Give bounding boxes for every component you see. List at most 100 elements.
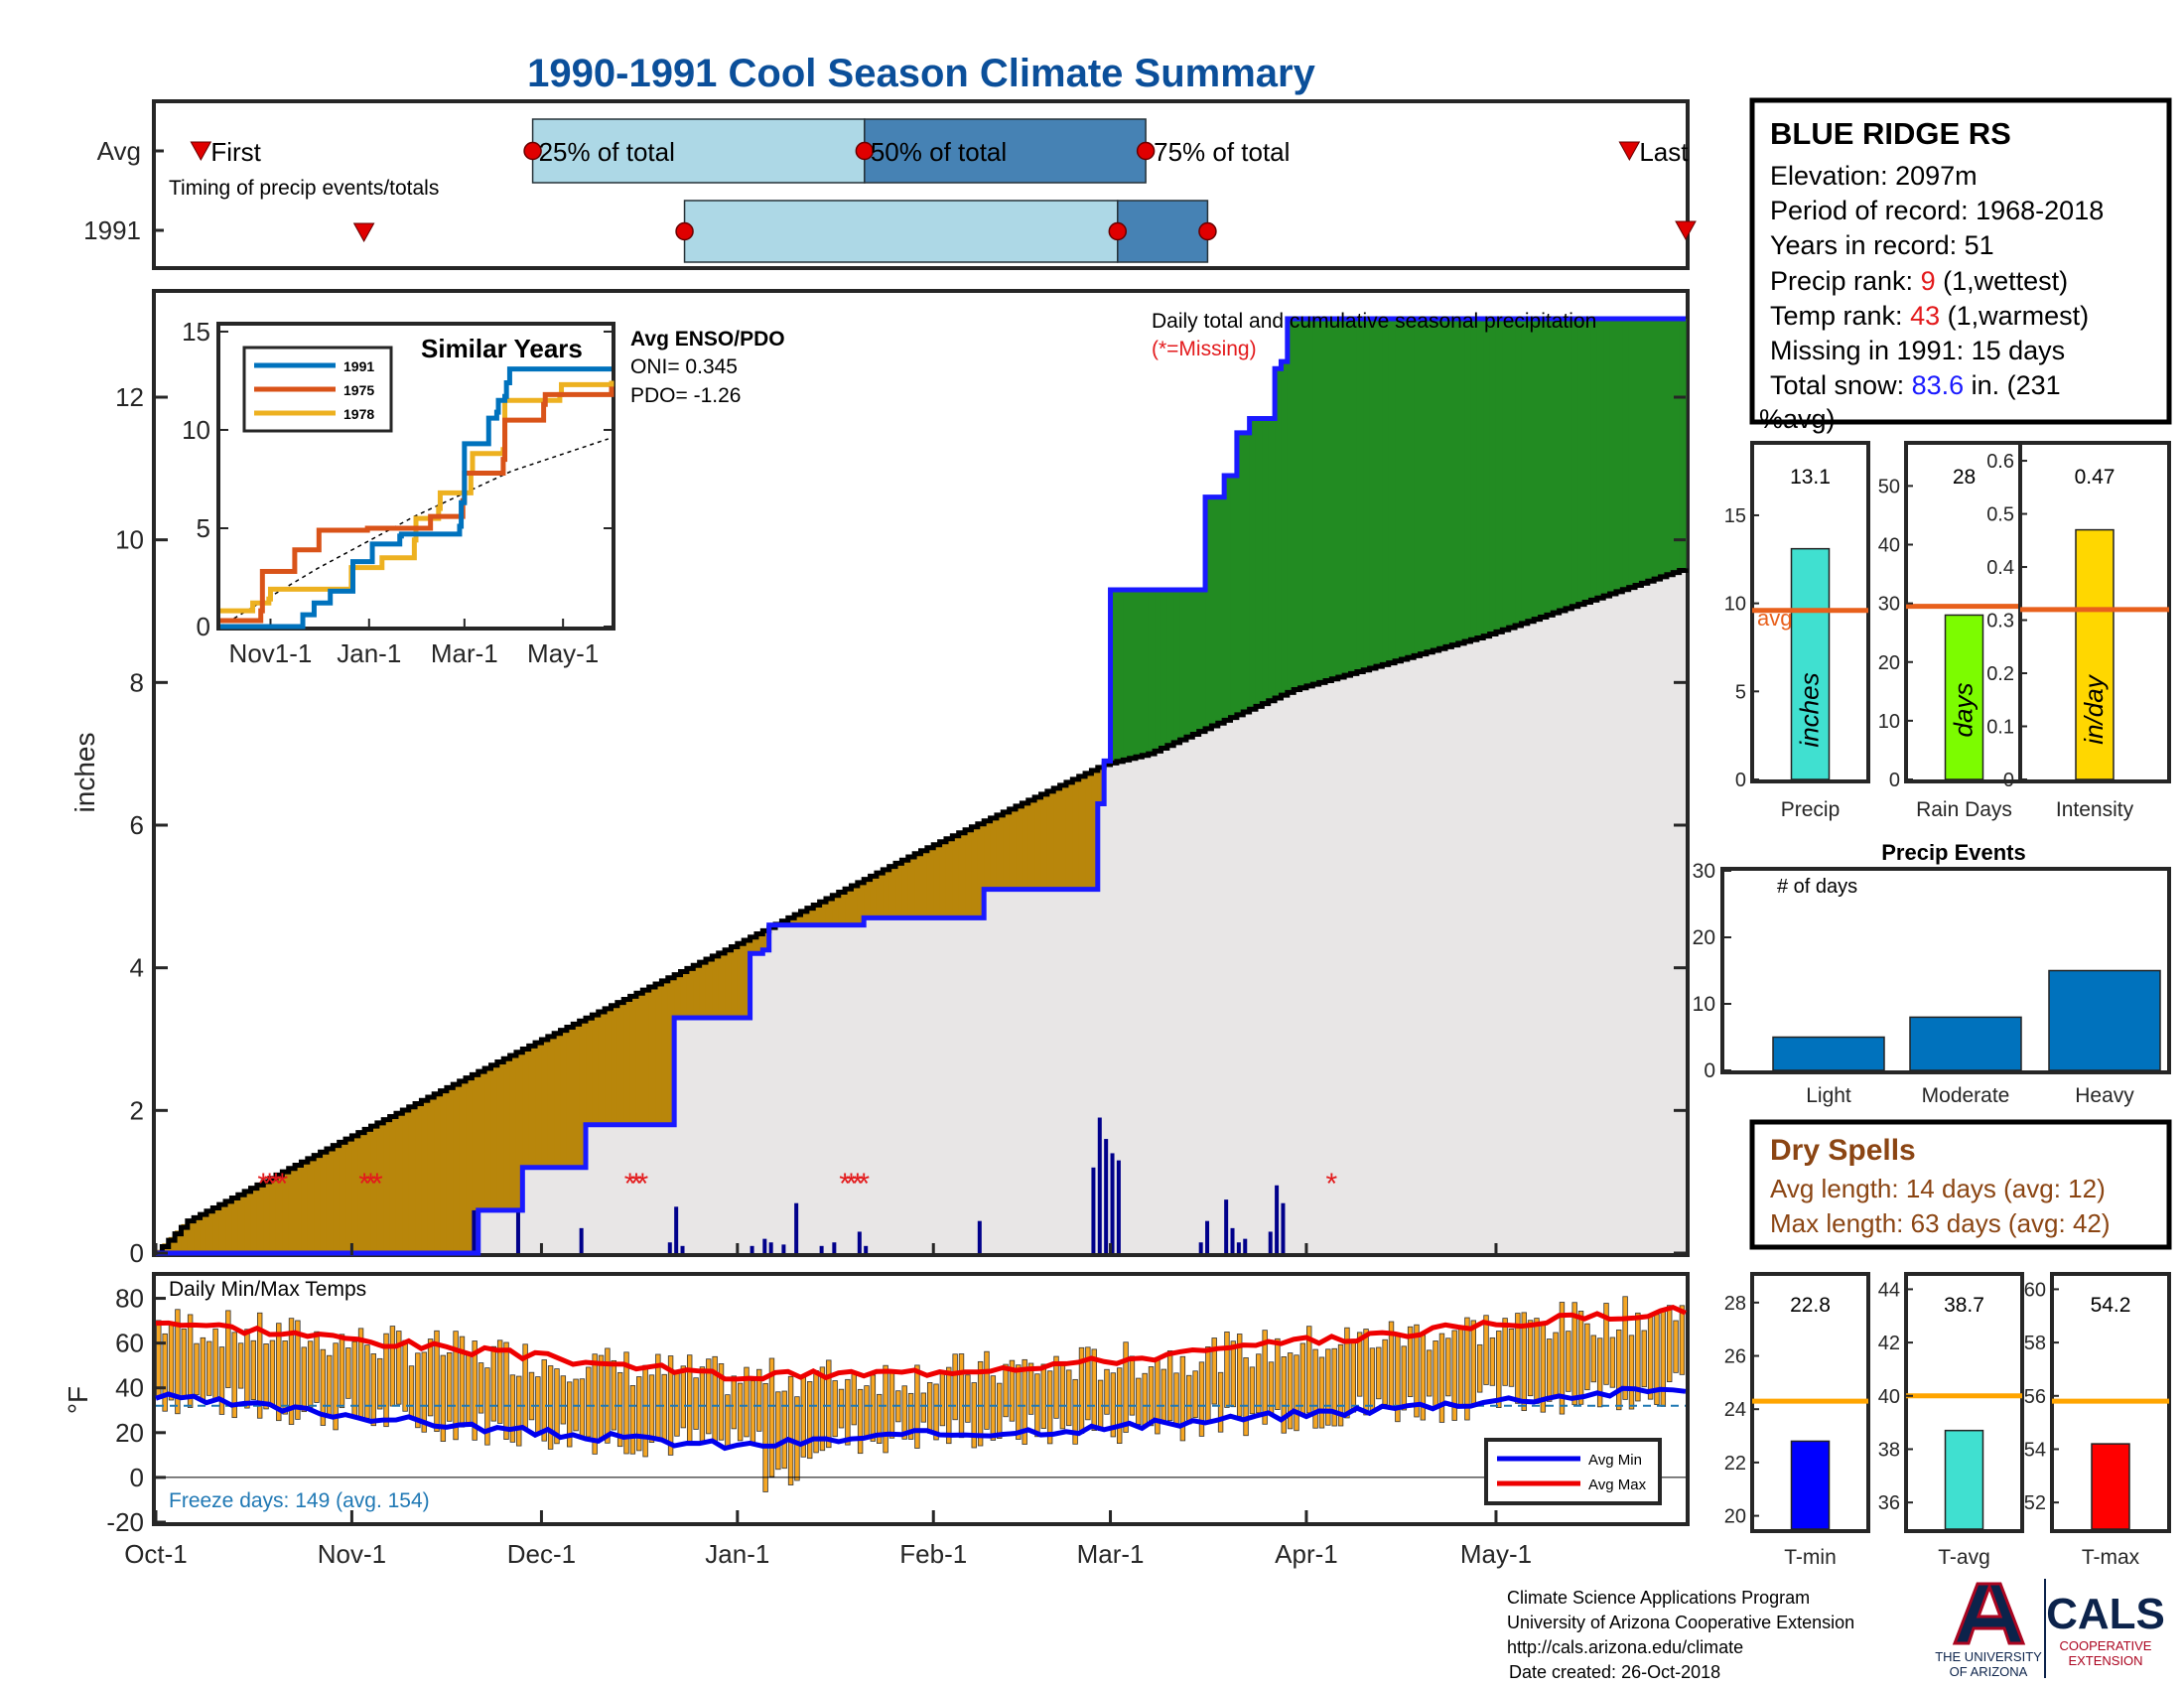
surplus-segment bbox=[1363, 318, 1371, 669]
deficit-segment bbox=[914, 852, 922, 918]
temp-range-bar bbox=[269, 1339, 276, 1407]
deficit-segment bbox=[712, 954, 720, 1018]
timing-frame bbox=[152, 99, 1690, 270]
temp-range-bar bbox=[181, 1328, 187, 1397]
deficit-segment bbox=[490, 1063, 498, 1210]
surplus-segment bbox=[1268, 418, 1276, 700]
temp-range-bar bbox=[1476, 1343, 1483, 1393]
surplus-segment bbox=[1382, 318, 1390, 664]
surplus-segment bbox=[1211, 496, 1219, 725]
deficit-segment bbox=[237, 1193, 245, 1253]
deficit-segment bbox=[478, 1069, 485, 1210]
temp-range-bar bbox=[806, 1381, 813, 1460]
inset-x-tick-label: Jan-1 bbox=[337, 638, 401, 668]
temp-range-bar bbox=[1414, 1324, 1420, 1418]
temp-range-bar bbox=[415, 1352, 421, 1429]
temp-range-bar bbox=[1438, 1333, 1445, 1423]
date-tick-label: Jan-1 bbox=[705, 1539, 769, 1569]
temp-range-bar bbox=[1527, 1320, 1534, 1397]
temp-range-bar bbox=[1281, 1356, 1287, 1434]
surplus-segment bbox=[1654, 318, 1662, 578]
timing-row-label-avg: Avg bbox=[97, 136, 141, 166]
temp-range-bar bbox=[731, 1375, 737, 1430]
tstat-y-tick-label: 20 bbox=[1724, 1506, 1746, 1528]
surplus-segment bbox=[1224, 476, 1232, 720]
surplus-segment bbox=[1451, 318, 1459, 644]
temp-range-bar bbox=[1350, 1338, 1357, 1413]
inset-x-tick-label: Mar-1 bbox=[431, 638, 498, 668]
temp-range-bar bbox=[706, 1358, 712, 1435]
deficit-segment bbox=[819, 900, 827, 925]
deficit-segment bbox=[1022, 801, 1029, 890]
date-axis: Oct-1 Nov-1 Dec-1 Jan-1 Feb-1 Mar-1 Apr-1 May-1 bbox=[124, 1243, 1532, 1569]
temp-range-bars bbox=[156, 1296, 1686, 1492]
temp-range-bar bbox=[725, 1394, 731, 1449]
temp-range-bar bbox=[939, 1372, 946, 1427]
avg-q25-q50-bar bbox=[531, 118, 866, 184]
surplus-segment bbox=[1255, 418, 1263, 705]
deficit-segment bbox=[592, 1013, 600, 1125]
timing-caption: Timing of precip events/totals bbox=[169, 177, 439, 200]
surplus-segment bbox=[1369, 318, 1377, 668]
temp-range-bar bbox=[1559, 1302, 1566, 1415]
deficit-segment bbox=[838, 890, 846, 925]
temp-range-bar bbox=[567, 1381, 573, 1448]
surplus-segment bbox=[1388, 318, 1396, 662]
deficit-segment bbox=[402, 1108, 410, 1253]
deficit-segment bbox=[629, 994, 637, 1125]
date-tick-label: Oct-1 bbox=[124, 1539, 188, 1569]
temp-range-bar bbox=[1294, 1354, 1299, 1432]
daily-precip-bar bbox=[680, 1245, 685, 1253]
surplus-segment bbox=[1483, 318, 1491, 635]
temp-range-bar bbox=[376, 1357, 383, 1410]
temp-range-bar bbox=[997, 1382, 1003, 1440]
missing-day-marker: * bbox=[277, 1168, 289, 1200]
missing-note: (*=Missing) bbox=[1152, 338, 1257, 360]
deficit-segment bbox=[984, 819, 992, 890]
surplus-segment bbox=[1350, 318, 1358, 673]
temp-range-bar bbox=[339, 1334, 345, 1409]
daily-precip-bar bbox=[977, 1220, 982, 1253]
temp-range-bar bbox=[168, 1323, 175, 1401]
temp-range-bar bbox=[1129, 1355, 1136, 1416]
avg-cumulative-line bbox=[156, 568, 1689, 1256]
temp-range-bar bbox=[1262, 1330, 1268, 1425]
date-tick-label: Apr-1 bbox=[1275, 1539, 1338, 1569]
surplus-segment bbox=[1395, 318, 1403, 660]
temp-range-bar bbox=[1577, 1311, 1584, 1405]
temp-range-bar bbox=[1616, 1329, 1622, 1411]
temp-range-bar bbox=[977, 1360, 984, 1447]
figure-title: 1990-1991 Cool Season Climate Summary bbox=[527, 52, 1315, 95]
temp-range-bar bbox=[503, 1341, 509, 1440]
dry-spells-max: Max length: 63 days (avg: 42) bbox=[1770, 1208, 2111, 1238]
temp-range-bar bbox=[1230, 1340, 1237, 1408]
temp-range-bar bbox=[1275, 1337, 1281, 1410]
temp-range-bar bbox=[1401, 1345, 1407, 1411]
temp-range-bar bbox=[926, 1382, 933, 1434]
temp-range-bar bbox=[187, 1314, 194, 1408]
surplus-segment bbox=[1275, 368, 1283, 697]
date-tick-label: May-1 bbox=[1460, 1539, 1532, 1569]
deficit-segment bbox=[876, 871, 884, 918]
temp-range-bar bbox=[579, 1378, 586, 1440]
temp-range-bar bbox=[1603, 1303, 1609, 1385]
daily-precip-bar bbox=[1268, 1231, 1273, 1253]
temp-range-bar bbox=[244, 1329, 250, 1409]
inset-series-line-1991 bbox=[220, 366, 612, 630]
deficit-segment bbox=[705, 957, 713, 1018]
deficit-segment bbox=[958, 831, 966, 918]
temp-range-bar bbox=[1489, 1336, 1496, 1386]
temp-y-tick-label: 60 bbox=[115, 1329, 144, 1358]
avg-max-line bbox=[155, 1304, 1688, 1382]
temp-range-bar bbox=[212, 1328, 218, 1401]
temp-range-bar bbox=[408, 1365, 415, 1420]
stat-y-tick-label: 0.4 bbox=[1986, 557, 2014, 579]
daily-precip-bar bbox=[1243, 1238, 1248, 1253]
temp-range-bar bbox=[1344, 1327, 1350, 1419]
surplus-segment bbox=[1407, 318, 1415, 657]
deficit-segment bbox=[496, 1059, 504, 1210]
temp-range-bar bbox=[1053, 1355, 1059, 1419]
deficit-segment bbox=[427, 1095, 435, 1253]
surplus-segment bbox=[1628, 318, 1636, 587]
observed-cumulative-line bbox=[156, 316, 1686, 1256]
